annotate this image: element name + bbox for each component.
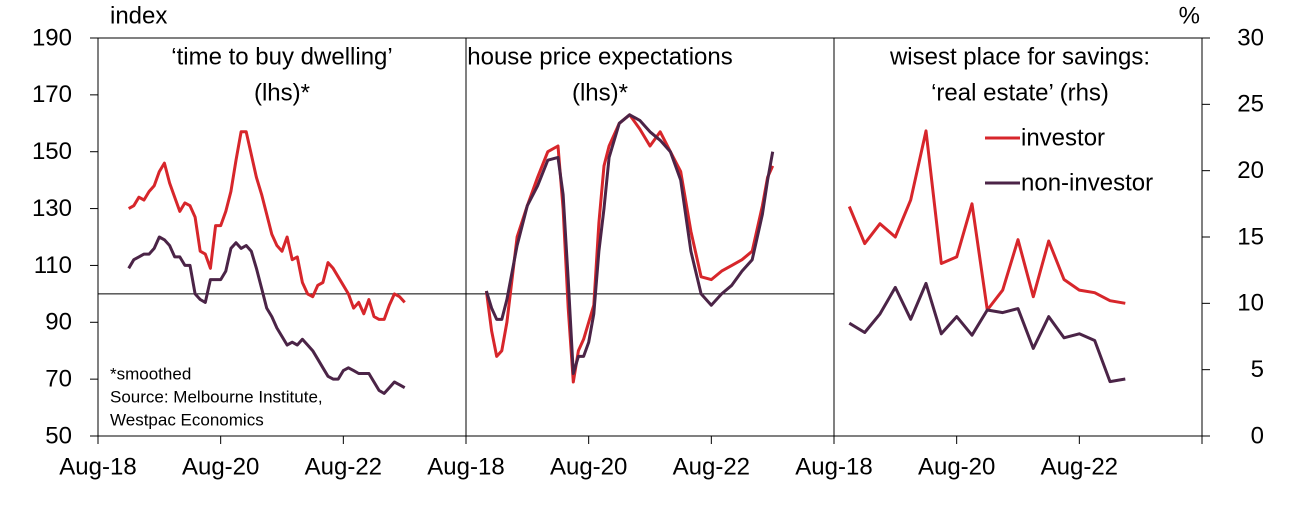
y-tick-label: 170 <box>32 81 72 108</box>
y-tick-label: 110 <box>34 252 72 279</box>
y-tick-label: 90 <box>45 309 72 336</box>
panel-title: (lhs)* <box>254 79 310 106</box>
y2-tick-label: 5 <box>1251 356 1264 383</box>
series-line <box>484 113 775 384</box>
x-tick-label: Aug-20 <box>550 453 627 480</box>
y2-axis-label: % <box>1179 2 1200 29</box>
y-tick-label: 150 <box>32 138 72 165</box>
y-tick-label: 50 <box>45 422 72 449</box>
plot-frame <box>97 37 1203 437</box>
panel-title: ‘time to buy dwelling’ <box>171 43 392 70</box>
y2-tick-label: 10 <box>1237 290 1264 317</box>
series-line <box>127 235 406 395</box>
annotation: Source: Melbourne Institute, <box>110 387 323 406</box>
y2-tick-label: 20 <box>1237 157 1264 184</box>
y2-tick-label: 0 <box>1251 422 1264 449</box>
y-tick-label: 130 <box>32 195 72 222</box>
panel-title: house price expectations <box>467 43 733 70</box>
y2-tick-label: 15 <box>1237 223 1264 250</box>
panel-title: (lhs)* <box>572 79 628 106</box>
x-tick-label: Aug-18 <box>795 453 872 480</box>
panel-title: ‘real estate’ (rhs) <box>931 79 1109 106</box>
y2-tick-label: 30 <box>1237 24 1264 51</box>
x-tick-label: Aug-22 <box>305 453 382 480</box>
y-axis-label: index <box>110 2 167 29</box>
series-line <box>484 113 775 375</box>
x-tick-label: Aug-18 <box>59 453 136 480</box>
y-tick-label: 190 <box>32 24 72 51</box>
annotation: Westpac Economics <box>110 410 264 429</box>
series-line <box>848 281 1126 384</box>
x-tick-label: Aug-18 <box>427 453 504 480</box>
legend-label: non-investor <box>1021 169 1153 196</box>
x-tick-label: Aug-20 <box>918 453 995 480</box>
y-tick-label: 70 <box>45 365 72 392</box>
series-line <box>847 129 1126 312</box>
x-tick-label: Aug-20 <box>182 453 259 480</box>
series-line <box>127 130 406 321</box>
legend-label: investor <box>1021 124 1105 151</box>
panel-title: wisest place for savings: <box>889 43 1150 70</box>
y2-tick-label: 25 <box>1237 91 1264 118</box>
annotation: *smoothed <box>110 364 191 383</box>
x-tick-label: Aug-22 <box>673 453 750 480</box>
x-tick-label: Aug-22 <box>1041 453 1118 480</box>
